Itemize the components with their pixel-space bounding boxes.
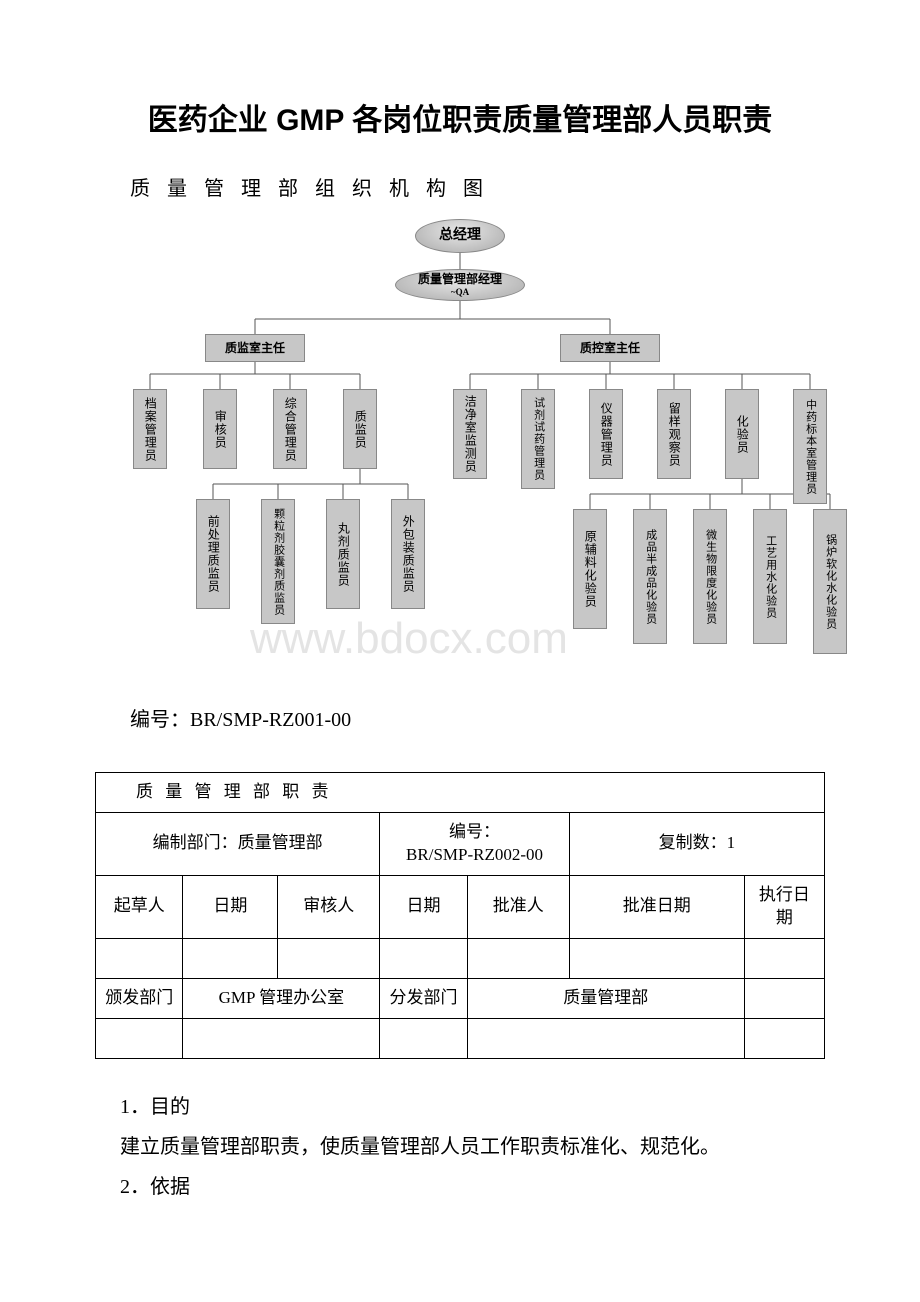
cell-drafter: 起草人 <box>96 875 183 938</box>
node-gm: 总经理 <box>415 219 505 253</box>
cell-r5-blank <box>744 978 824 1018</box>
cell-exec-date: 执行日期 <box>744 875 824 938</box>
info-table: 质 量 管 理 部 职 责 编制部门：质量管理部 编号： BR/SMP-RZ00… <box>95 772 825 1059</box>
cell-b3 <box>278 938 380 978</box>
cell-copies: 复制数：1 <box>569 812 824 875</box>
doc-number-value: BR/SMP-RZ001-00 <box>190 709 351 731</box>
node-qa-mgr: 质量管理部经理 ~QA <box>395 269 525 301</box>
node-qa-inspector: 质监员 <box>343 389 377 469</box>
node-qa-mgr-sub: ~QA <box>451 287 469 298</box>
node-granule-capsule-qa: 颗粒剂胶囊剂质监员 <box>261 499 295 624</box>
cell-c3 <box>380 1018 467 1058</box>
node-product-assay: 成品半成品化验员 <box>633 509 667 644</box>
node-qa-supervisor: 质监室主任 <box>205 334 305 362</box>
node-cleanroom-monitor: 洁净室监测员 <box>453 389 487 479</box>
cell-b5 <box>467 938 569 978</box>
section-1-heading: 1．目的 <box>80 1087 840 1127</box>
node-retention-observer: 留样观察员 <box>657 389 691 479</box>
cell-code: 编号： BR/SMP-RZ002-00 <box>380 812 570 875</box>
cell-dept: 编制部门：质量管理部 <box>96 812 380 875</box>
cell-approve-date: 批准日期 <box>569 875 744 938</box>
cell-code-label: 编号： <box>449 822 500 841</box>
node-qa-mgr-label: 质量管理部经理 <box>418 272 502 286</box>
node-process-water-assay: 工艺用水化验员 <box>753 509 787 644</box>
node-tcm-specimen-admin: 中药标本室管理员 <box>793 389 827 504</box>
doc-number-label: 编号： <box>130 709 190 731</box>
node-raw-material-assay: 原辅料化验员 <box>573 509 607 629</box>
node-general-admin: 综合管理员 <box>273 389 307 469</box>
node-reviewer: 审核员 <box>203 389 237 469</box>
cell-dist-dept: 质量管理部 <box>467 978 744 1018</box>
node-qc-supervisor: 质控室主任 <box>560 334 660 362</box>
cell-c5 <box>744 1018 824 1058</box>
cell-issue-dept: GMP 管理办公室 <box>183 978 380 1018</box>
doc-number: 编号：BR/SMP-RZ001-00 <box>130 703 860 732</box>
cell-issue-dept-label: 颁发部门 <box>96 978 183 1018</box>
cell-c1 <box>96 1018 183 1058</box>
node-reagent-admin: 试剂试药管理员 <box>521 389 555 489</box>
node-boiler-water-assay: 锅炉软化水化验员 <box>813 509 847 654</box>
section-2-heading: 2．依据 <box>80 1167 840 1207</box>
cell-c2 <box>183 1018 380 1058</box>
node-archive-clerk: 档案管理员 <box>133 389 167 469</box>
cell-b7 <box>744 938 824 978</box>
section-1-text: 建立质量管理部职责，使质量管理部人员工作职责标准化、规范化。 <box>80 1127 840 1167</box>
cell-c4 <box>467 1018 744 1058</box>
cell-approver: 批准人 <box>467 875 569 938</box>
cell-b6 <box>569 938 744 978</box>
node-assayer: 化验员 <box>725 389 759 479</box>
cell-reviewer: 审核人 <box>278 875 380 938</box>
cell-code-value: BR/SMP-RZ002-00 <box>406 845 543 864</box>
watermark: www.bdocx.com <box>250 614 568 664</box>
node-pill-qa: 丸剂质监员 <box>326 499 360 609</box>
org-chart-title: 质 量 管 理 部 组 织 机 构 图 <box>130 172 860 201</box>
page-title: 医药企业 GMP 各岗位职责质量管理部人员职责 <box>60 100 860 142</box>
node-microbial-assay: 微生物限度化验员 <box>693 509 727 644</box>
cell-b1 <box>96 938 183 978</box>
node-instrument-admin: 仪器管理员 <box>589 389 623 479</box>
table-header: 质 量 管 理 部 职 责 <box>96 773 825 813</box>
cell-b2 <box>183 938 278 978</box>
node-packaging-qa: 外包装质监员 <box>391 499 425 609</box>
cell-dist-dept-label: 分发部门 <box>380 978 467 1018</box>
cell-date1: 日期 <box>183 875 278 938</box>
cell-date2: 日期 <box>380 875 467 938</box>
node-preproc-qa: 前处理质监员 <box>196 499 230 609</box>
org-chart: 总经理 质量管理部经理 ~QA 质监室主任 质控室主任 档案管理员 审核员 综合… <box>80 219 840 679</box>
cell-b4 <box>380 938 467 978</box>
